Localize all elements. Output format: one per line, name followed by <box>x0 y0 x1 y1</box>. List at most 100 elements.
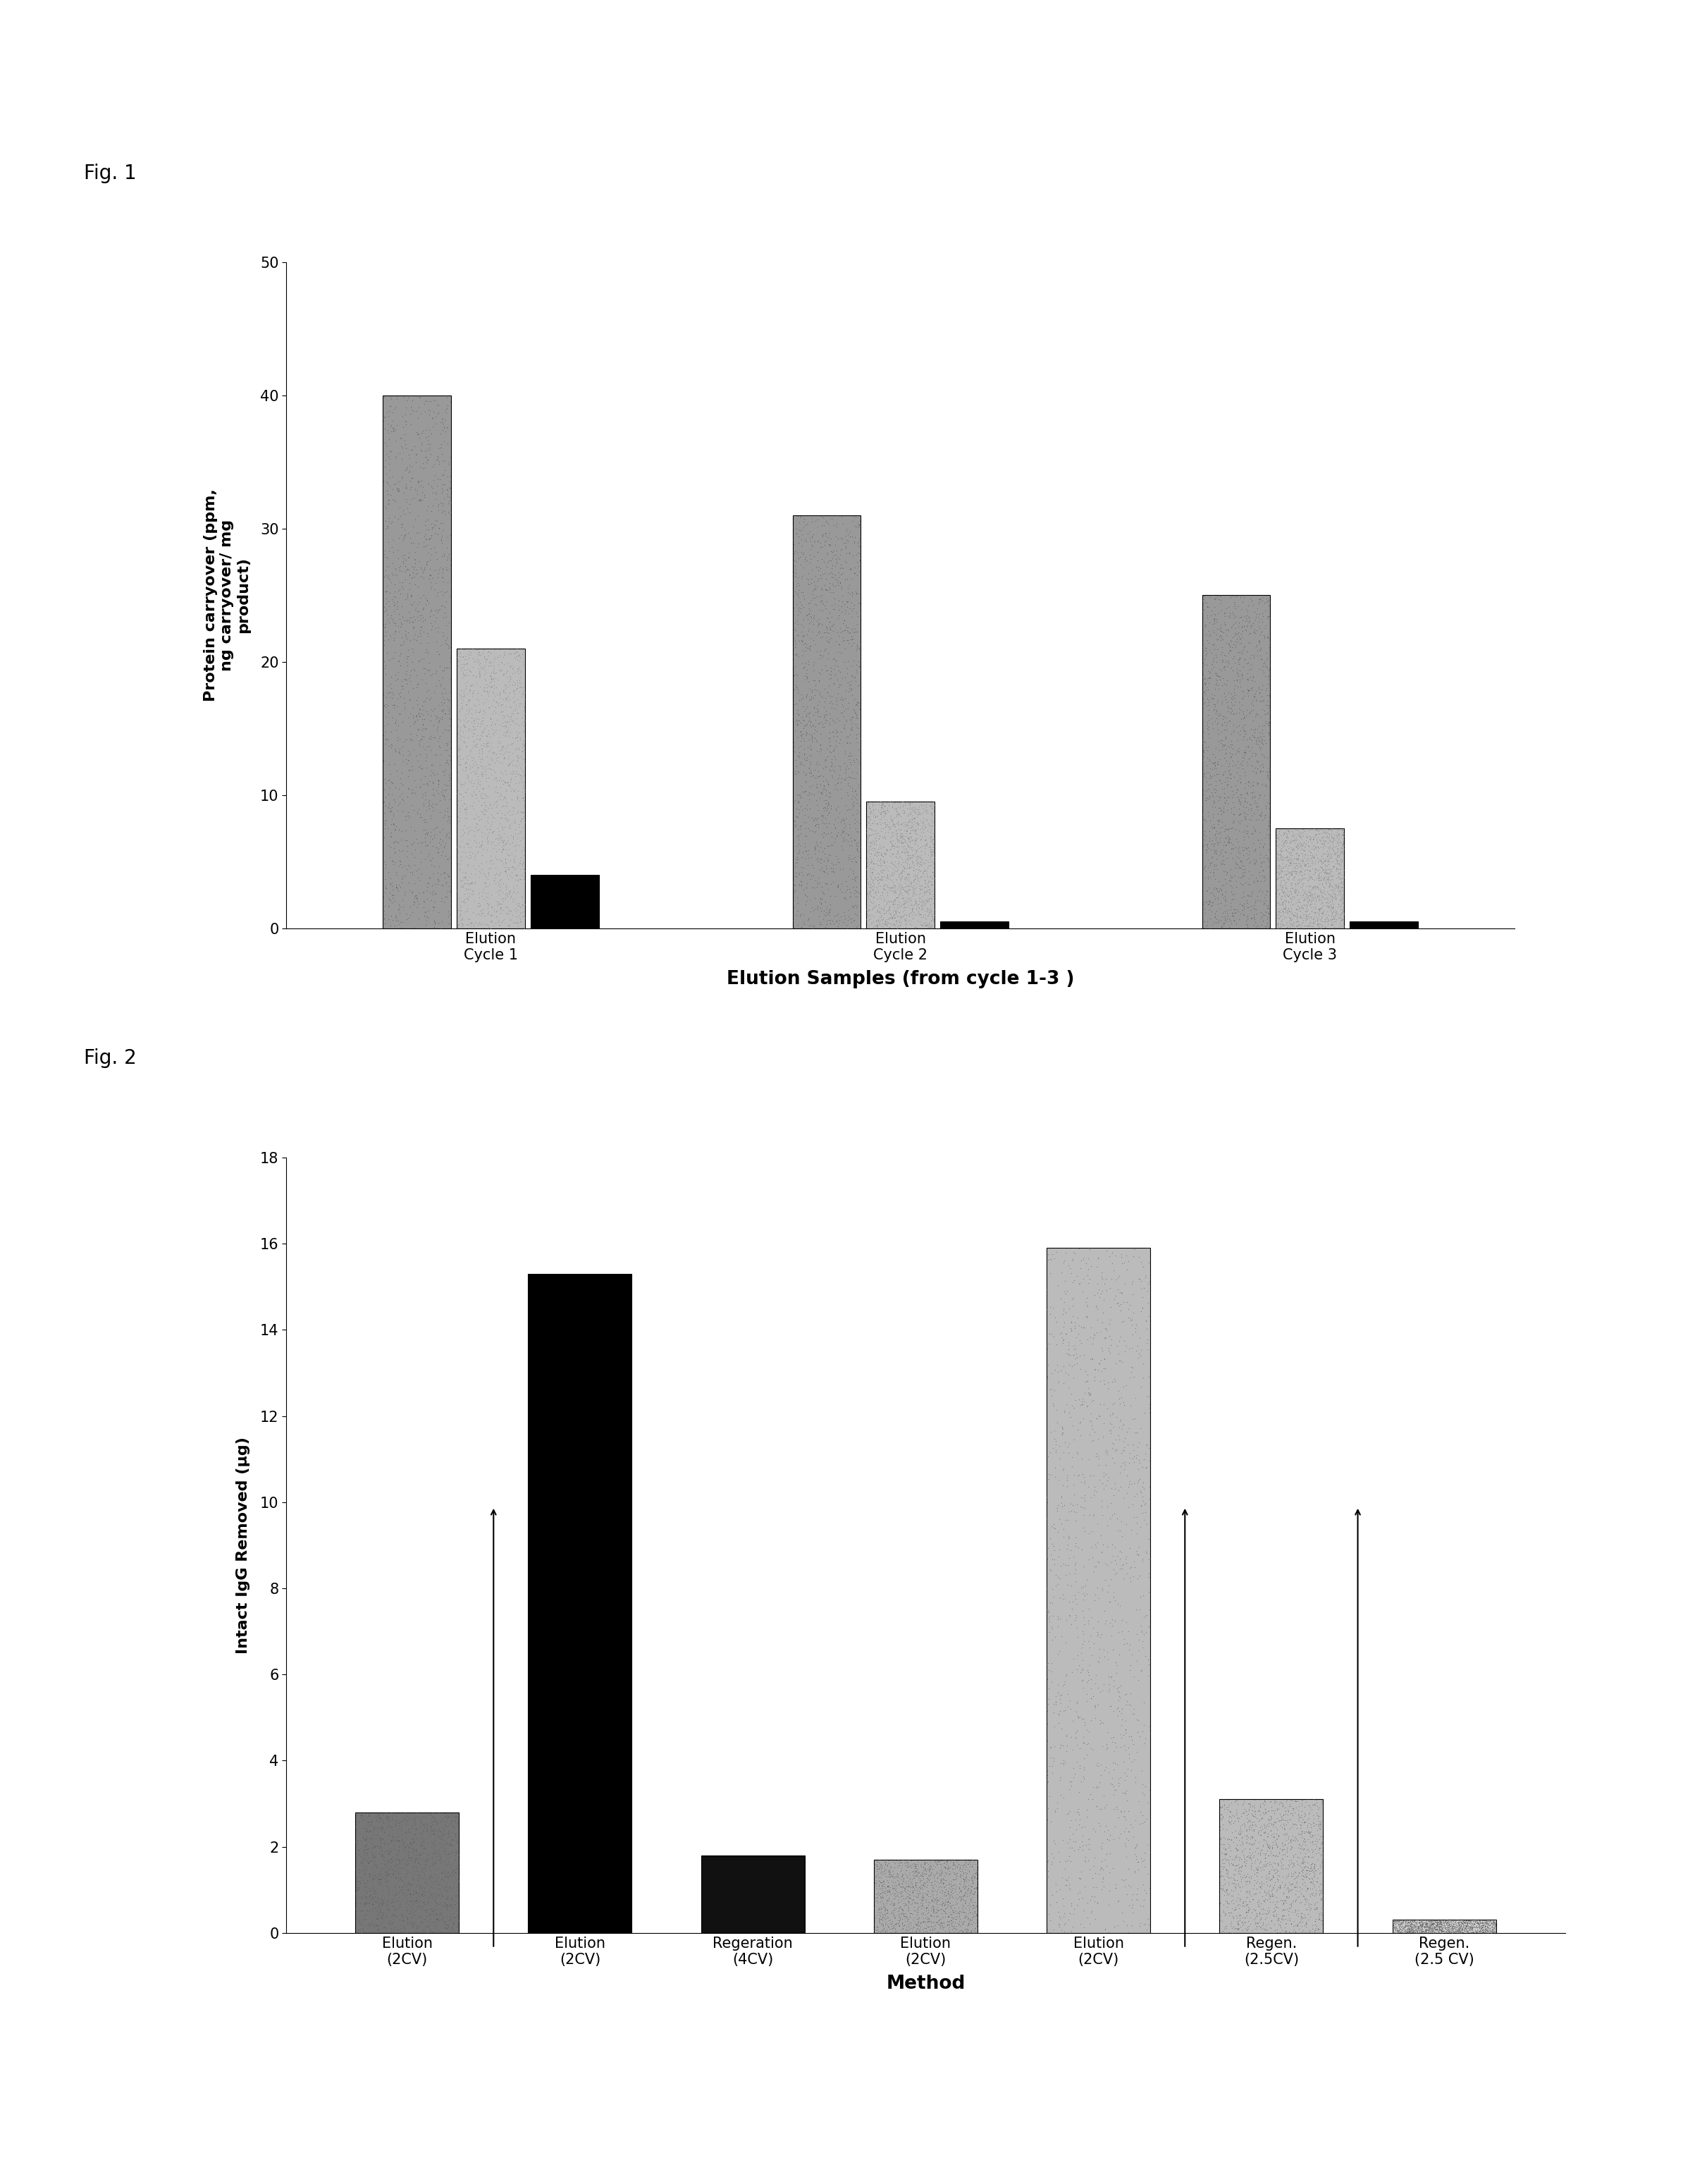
Point <box>1468 1911 1495 1946</box>
Point <box>411 480 438 515</box>
Point <box>411 889 438 924</box>
Point <box>1245 581 1272 616</box>
Point <box>1119 1907 1146 1942</box>
Point <box>1242 786 1269 821</box>
Point <box>857 810 884 845</box>
Point <box>1075 1629 1102 1664</box>
Point <box>1286 893 1313 928</box>
Point <box>899 1896 926 1931</box>
Point <box>353 1804 380 1839</box>
Point <box>1426 1904 1452 1939</box>
Point <box>1414 1911 1441 1946</box>
Point <box>417 1815 444 1850</box>
Point <box>895 882 922 917</box>
Point <box>412 1891 439 1926</box>
Point <box>402 1850 429 1885</box>
Point <box>412 1913 439 1948</box>
Point <box>1259 1878 1286 1913</box>
Point <box>347 1907 374 1942</box>
Point <box>793 716 820 751</box>
Point <box>377 1824 404 1859</box>
Point <box>843 686 870 721</box>
Point <box>348 1852 375 1887</box>
Point <box>853 834 880 869</box>
Point <box>1109 1603 1136 1638</box>
Point <box>1286 819 1313 854</box>
Point <box>458 830 485 865</box>
Point <box>885 1902 912 1937</box>
Point <box>1072 1708 1099 1743</box>
Point <box>1050 1581 1077 1616</box>
Point <box>1299 1911 1326 1946</box>
Point <box>835 738 862 773</box>
Point <box>352 1848 379 1883</box>
Point <box>434 472 461 507</box>
Point <box>1237 1861 1264 1896</box>
Point <box>1129 1450 1156 1485</box>
Point <box>1129 1889 1156 1924</box>
Point <box>505 714 532 749</box>
Point <box>1242 784 1269 819</box>
Point <box>380 1828 407 1863</box>
Point <box>1328 865 1355 900</box>
Point <box>1074 1389 1101 1424</box>
Point <box>370 1839 397 1874</box>
Point <box>1217 581 1244 616</box>
Point <box>389 607 416 642</box>
Point <box>798 681 825 716</box>
Point <box>1291 1898 1318 1933</box>
Point <box>1215 1898 1242 1933</box>
Point <box>466 876 493 911</box>
Point <box>1276 1850 1303 1885</box>
Point <box>843 832 870 867</box>
Point <box>1481 1909 1508 1944</box>
Point <box>384 823 411 858</box>
Point <box>1220 882 1247 917</box>
Point <box>1249 1850 1276 1885</box>
Point <box>1205 791 1232 826</box>
Point <box>1229 710 1256 745</box>
Point <box>794 729 821 764</box>
Point <box>786 539 813 574</box>
Point <box>1106 1769 1133 1804</box>
Point <box>801 701 828 736</box>
Point <box>951 1876 978 1911</box>
Point <box>431 856 458 891</box>
Point <box>855 799 882 834</box>
Point <box>370 821 397 856</box>
Point <box>821 823 848 858</box>
Point <box>1388 1904 1415 1939</box>
Point <box>872 867 899 902</box>
Point <box>1289 1867 1316 1902</box>
Point <box>897 841 924 876</box>
Point <box>963 1872 990 1907</box>
Point <box>409 751 436 786</box>
Point <box>1045 1675 1072 1710</box>
Point <box>1224 780 1250 815</box>
Point <box>421 906 448 941</box>
Point <box>488 788 515 823</box>
Point <box>1299 1839 1326 1874</box>
Point <box>495 747 522 782</box>
Point <box>401 1904 427 1939</box>
Point <box>1114 1243 1141 1278</box>
Point <box>389 1841 416 1876</box>
Point <box>446 906 473 941</box>
Point <box>1254 620 1281 655</box>
Point <box>954 1872 981 1907</box>
Point <box>379 701 406 736</box>
Point <box>1420 1913 1447 1948</box>
Point <box>1203 847 1230 882</box>
Point <box>1479 1909 1506 1944</box>
Point <box>1325 898 1351 933</box>
Point <box>1218 878 1245 913</box>
Point <box>483 895 510 930</box>
Point <box>465 749 491 784</box>
Point <box>355 1907 382 1942</box>
Point <box>942 1872 969 1907</box>
Point <box>419 1795 446 1830</box>
Point <box>1287 854 1314 889</box>
Point <box>880 889 907 924</box>
Point <box>884 812 911 847</box>
Point <box>911 871 937 906</box>
